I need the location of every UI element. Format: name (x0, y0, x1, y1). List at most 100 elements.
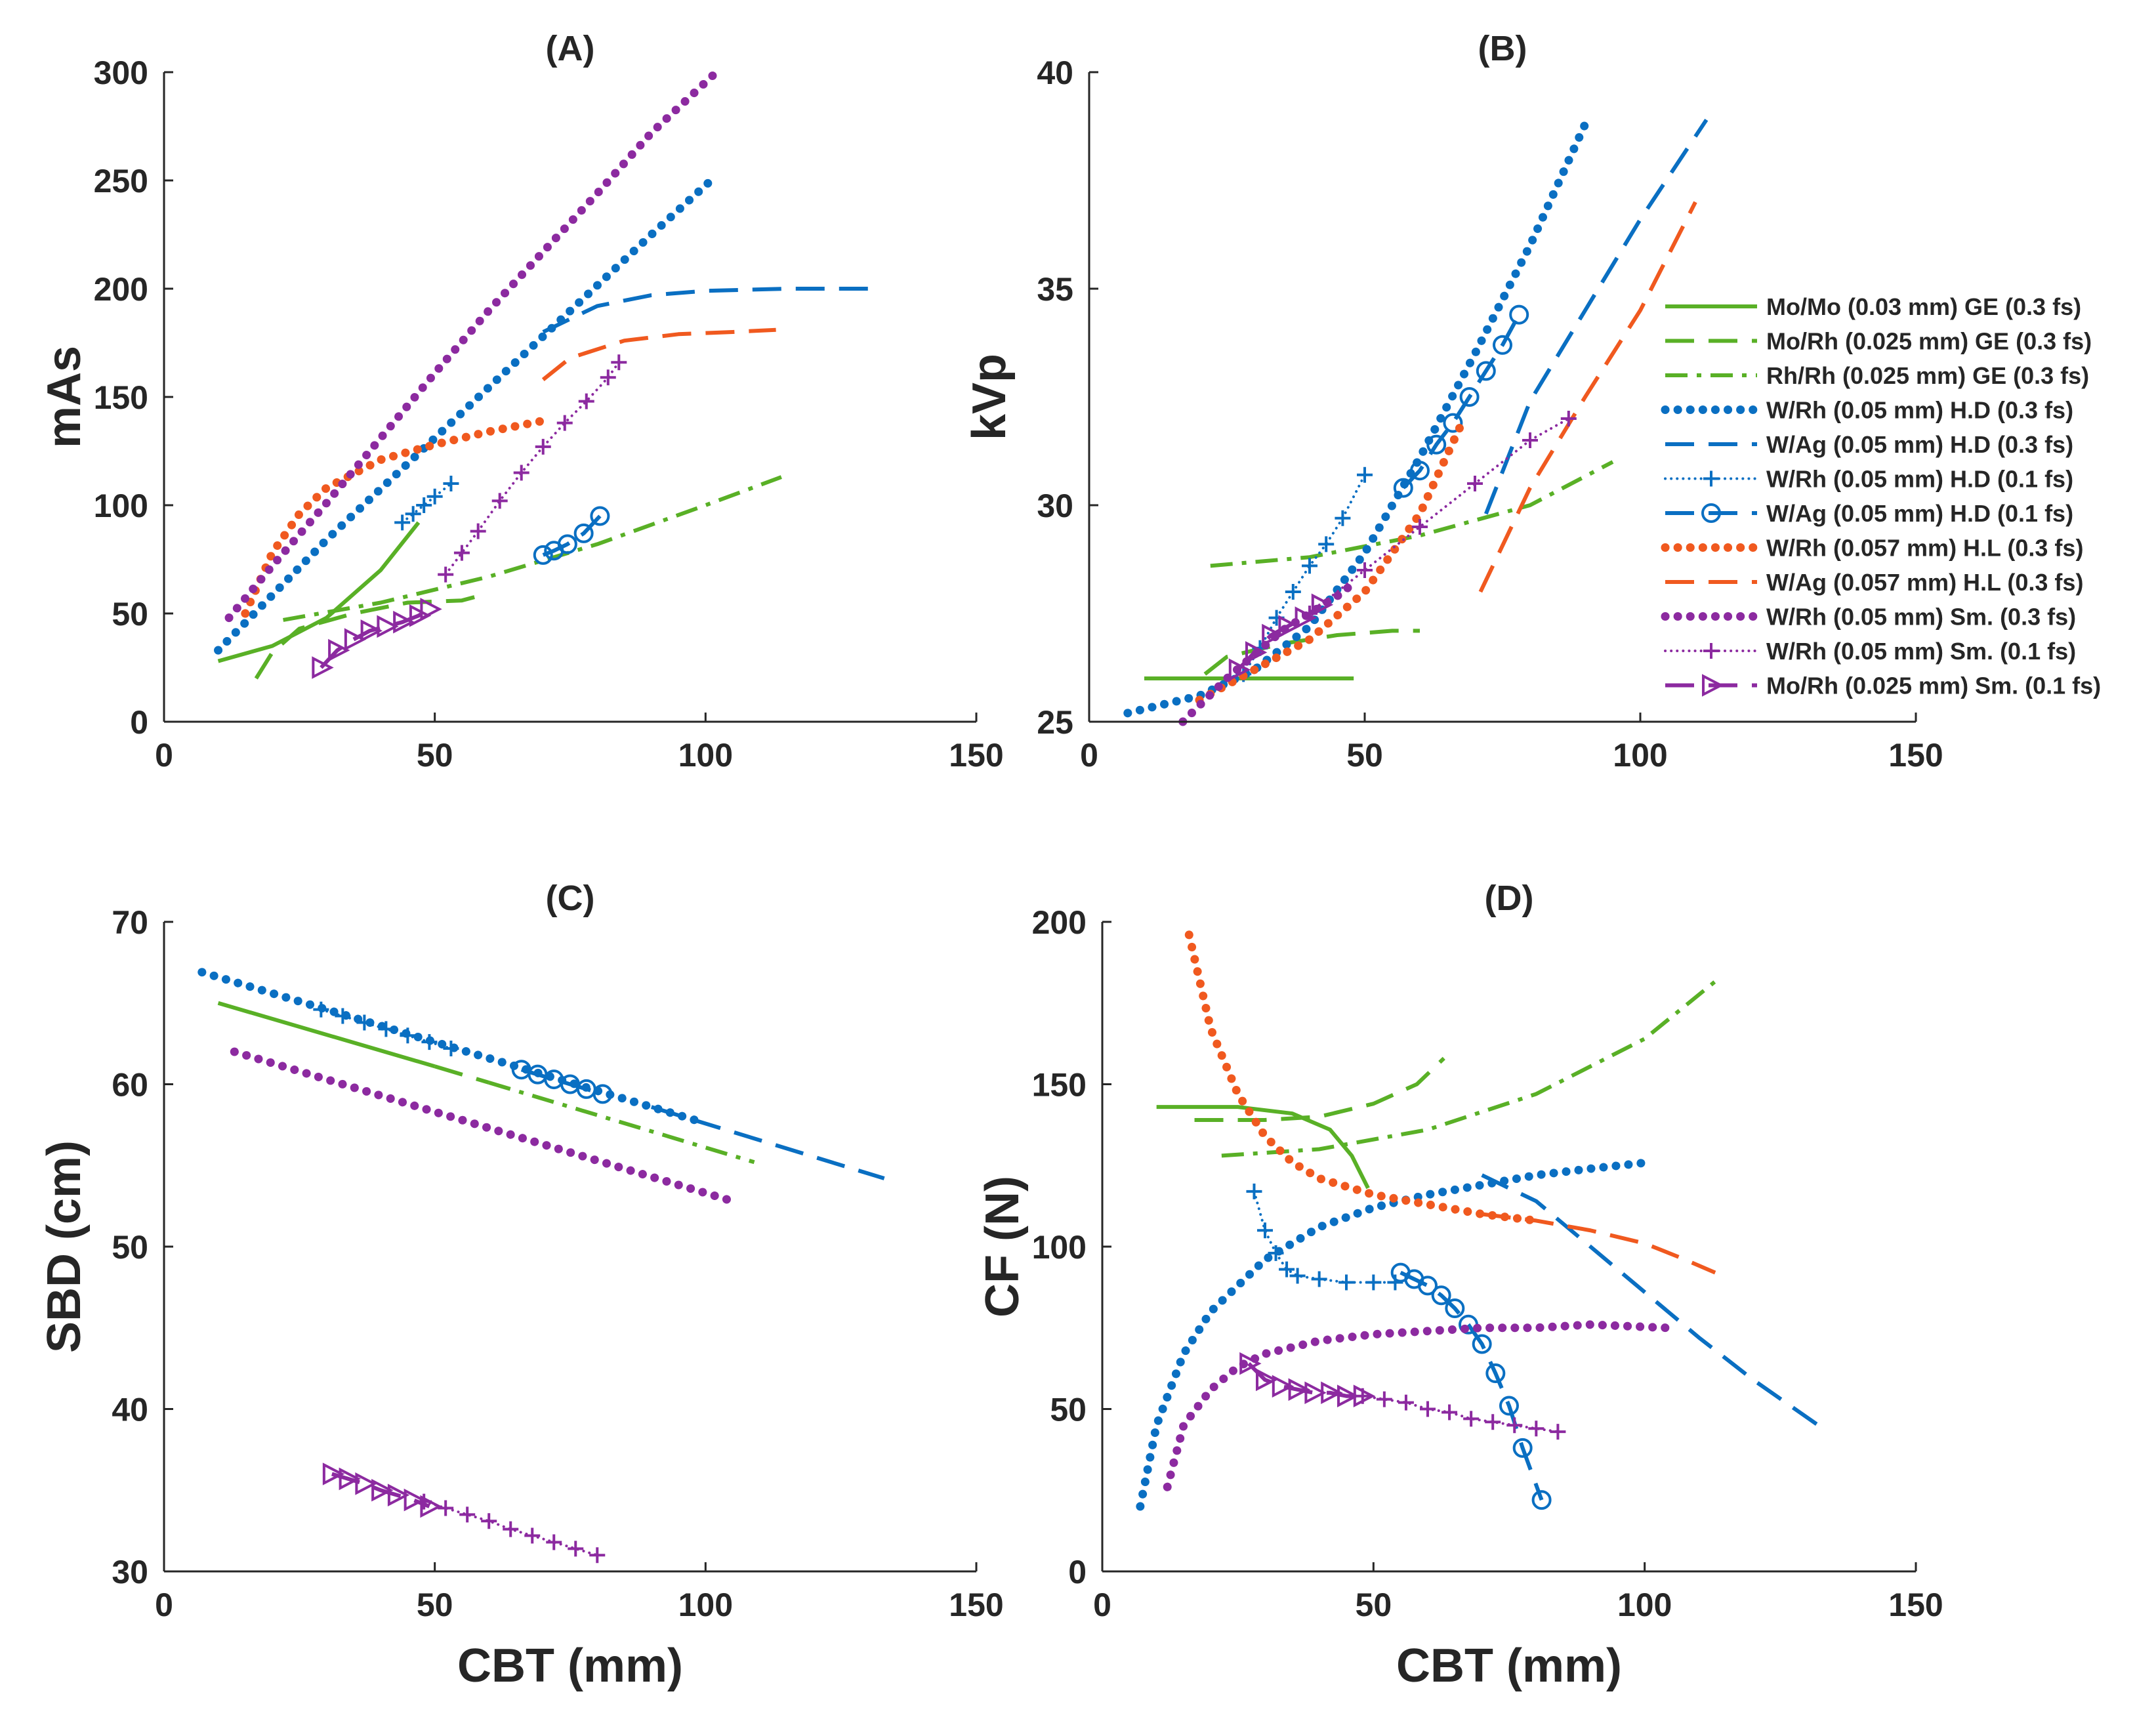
marker-d-wrh_hd1 (1338, 1274, 1354, 1291)
line-b-wag_hd1 (1401, 314, 1521, 489)
line-c-morh_ge (434, 1064, 490, 1085)
x-axis-label-c: CBT (mm) (457, 1640, 683, 1692)
line-a-wag_hd3 (542, 287, 879, 334)
x-tick-label-c: 50 (417, 1586, 453, 1623)
panel-c: 0 50 100 150 30 40 50 60 70 (C) SBD (cm) CBT (mm) (38, 879, 1004, 1692)
legend-label-wrh_hd3: W/Rh (0.05 mm) H.D (0.3 fs) (1766, 397, 2073, 424)
marker-b-wrh_hd1 (1302, 558, 1317, 574)
legend-entry-rhrh: Rh/Rh (0.025 mm) GE (0.3 fs) (1665, 362, 2089, 389)
line-b-rhrh (1210, 460, 1614, 568)
x-tick-label-d: 100 (1617, 1586, 1672, 1623)
x-tick-label-b: 0 (1080, 737, 1098, 774)
marker-d-wrh_sm1 (1441, 1404, 1458, 1420)
line-a-wag_hl3 (541, 327, 776, 381)
legend-entry-wrh_hd1: W/Rh (0.05 mm) H.D (0.1 fs) (1664, 466, 2073, 493)
marker-d-morh_sm1 (1353, 1384, 1376, 1407)
line-c-wag_hd3 (650, 1105, 885, 1180)
line-a-momo (217, 521, 421, 663)
marker-d-wrh_hd1 (1289, 1268, 1306, 1284)
marker-d-wrh_sm1 (1420, 1401, 1436, 1417)
line-b-wrh_hd3 (1123, 119, 1590, 718)
legend-entry-wrh_hd3: W/Rh (0.05 mm) H.D (0.3 fs) (1661, 397, 2073, 424)
marker-a-morh_sm1 (360, 619, 383, 642)
marker-c-wrh_sm1 (589, 1547, 606, 1564)
marker-a-wag_hd1 (573, 523, 594, 543)
line-d-wrh_sm3 (1163, 1320, 1671, 1491)
marker-a-morh_sm1 (312, 656, 334, 679)
y-axis-label-c: SBD (cm) (38, 1140, 91, 1353)
legend-label-wag_hl3: W/Ag (0.057 mm) H.L (0.3 fs) (1766, 569, 2083, 596)
marker-d-wag_hd1 (1499, 1396, 1519, 1416)
y-tick-label-a: 150 (94, 379, 148, 416)
line-a-morh_ge (254, 594, 479, 680)
marker-c-wrh_sm1 (503, 1521, 519, 1537)
line-b-wrh_sm1 (1308, 417, 1570, 615)
marker-d-wrh_sm1 (1463, 1411, 1480, 1427)
plot-area-a (214, 68, 879, 680)
line-d-momo (1156, 1105, 1370, 1190)
y-tick-label-c: 40 (112, 1392, 148, 1428)
marker-d-morh_sm1 (1239, 1352, 1262, 1375)
marker-b-wag_hd1 (1443, 413, 1463, 433)
y-tick-label-a: 300 (94, 54, 148, 91)
marker-a-wrh_sm1 (556, 415, 573, 431)
marker-b-morh_sm1 (1278, 615, 1300, 638)
x-tick-label-d: 50 (1356, 1586, 1392, 1623)
line-a-wrh_hd3 (214, 176, 716, 655)
y-tick-label-d: 50 (1050, 1392, 1087, 1428)
legend-label-wrh_hd1: W/Rh (0.05 mm) H.D (0.1 fs) (1766, 466, 2073, 493)
marker-d-wrh_sm1 (1485, 1414, 1501, 1430)
marker-a-morh_sm1 (344, 628, 367, 651)
marker-c-wrh_hd1 (335, 1008, 351, 1024)
marker-a-morh_sm1 (420, 598, 442, 621)
line-c-wrh_sm1 (423, 1500, 599, 1557)
marker-c-wrh_hd1 (421, 1034, 438, 1050)
y-tick-label-c: 30 (112, 1554, 148, 1590)
marker-c-morh_sm1 (387, 1483, 410, 1506)
marker-c-morh_sm1 (404, 1488, 426, 1512)
marker-c-wrh_hd1 (313, 1001, 329, 1018)
y-tick-label-c: 50 (112, 1229, 148, 1266)
legend-marker-morh_sm1 (1702, 674, 1724, 697)
legend-entry-wrh_sm1: W/Rh (0.05 mm) Sm. (0.1 fs) (1664, 638, 2076, 665)
legend-marker-wrh_sm1 (1703, 643, 1719, 659)
x-tick-label-c: 0 (155, 1586, 173, 1623)
marker-a-wrh_sm1 (491, 493, 508, 509)
marker-b-wrh_sm1 (1560, 411, 1577, 426)
marker-d-morh_sm1 (1321, 1381, 1343, 1405)
y-tick-label-b: 30 (1037, 487, 1073, 524)
y-tick-label-d: 100 (1032, 1229, 1087, 1266)
marker-c-morh_sm1 (355, 1472, 377, 1495)
marker-d-wag_hd1 (1445, 1298, 1465, 1319)
marker-b-wag_hd1 (1459, 387, 1480, 407)
y-tick-label-d: 0 (1068, 1554, 1087, 1590)
marker-d-morh_sm1 (1272, 1375, 1295, 1398)
x-tick-label-a: 150 (949, 737, 1003, 774)
x-tick-label-b: 100 (1613, 737, 1667, 774)
line-d-wrh_sm1 (1361, 1394, 1560, 1434)
marker-c-wrh_sm1 (524, 1527, 541, 1544)
legend-label-wrh_hl3: W/Rh (0.057 mm) H.L (0.3 fs) (1766, 535, 2083, 562)
marker-c-wag_hd1 (592, 1084, 613, 1104)
marker-b-morh_sm1 (1311, 593, 1334, 617)
line-d-wrh_hl3 (1184, 930, 1541, 1225)
marker-a-wrh_sm1 (535, 438, 551, 455)
marker-a-wrh_sm1 (578, 393, 594, 409)
plot-area-c (197, 968, 885, 1564)
x-tick-label-b: 150 (1888, 737, 1943, 774)
marker-b-wrh_sm1 (1412, 519, 1428, 535)
marker-d-wrh_hd1 (1268, 1245, 1284, 1261)
legend-entry-morh_ge: Mo/Rh (0.025 mm) GE (0.3 fs) (1665, 328, 2092, 355)
marker-d-morh_sm1 (1337, 1384, 1359, 1407)
marker-d-wrh_sm1 (1550, 1424, 1566, 1440)
panel-title-c: (C) (546, 879, 595, 918)
legend-marker-wag_hd1 (1701, 503, 1721, 523)
marker-a-wrh_hd1 (405, 506, 421, 522)
x-axis-label-d: CBT (mm) (1396, 1640, 1622, 1692)
legend-label-wrh_sm3: W/Rh (0.05 mm) Sm. (0.3 fs) (1766, 604, 2076, 631)
marker-b-wrh_hd1 (1357, 467, 1373, 483)
marker-d-wrh_hd1 (1279, 1261, 1295, 1277)
marker-b-wrh_hd1 (1285, 584, 1301, 600)
y-tick-label-a: 50 (112, 596, 148, 632)
marker-c-morh_sm1 (339, 1467, 361, 1491)
